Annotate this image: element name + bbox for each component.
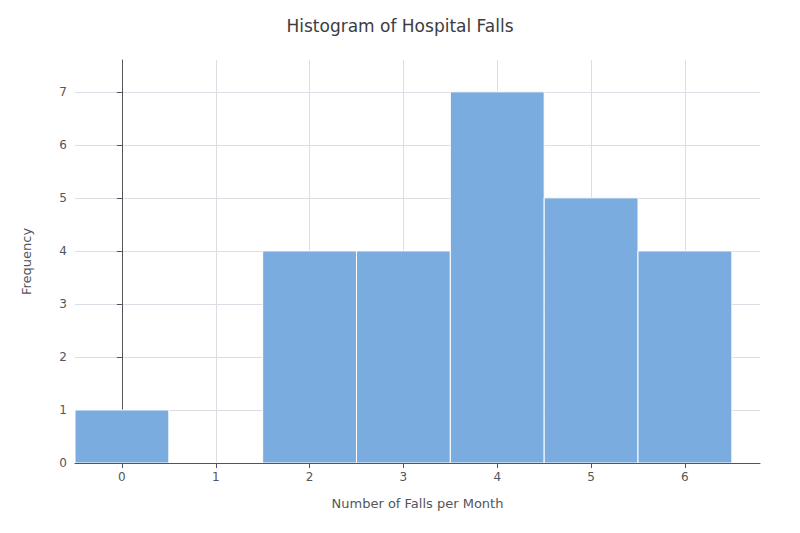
svg-text:0: 0: [118, 470, 126, 484]
svg-text:1: 1: [59, 403, 67, 417]
svg-text:5: 5: [59, 191, 67, 205]
svg-text:6: 6: [681, 470, 689, 484]
svg-text:0: 0: [59, 456, 67, 470]
svg-text:6: 6: [59, 138, 67, 152]
svg-text:4: 4: [59, 244, 67, 258]
svg-text:Histogram of Hospital Falls: Histogram of Hospital Falls: [286, 16, 513, 36]
svg-text:3: 3: [59, 297, 67, 311]
svg-text:5: 5: [587, 470, 595, 484]
svg-text:1: 1: [212, 470, 220, 484]
svg-text:Number of Falls per Month: Number of Falls per Month: [332, 496, 504, 511]
svg-text:4: 4: [493, 470, 501, 484]
svg-text:3: 3: [400, 470, 408, 484]
svg-text:2: 2: [59, 350, 67, 364]
svg-text:2: 2: [306, 470, 314, 484]
svg-text:Frequency: Frequency: [19, 228, 34, 295]
svg-text:7: 7: [59, 85, 67, 99]
